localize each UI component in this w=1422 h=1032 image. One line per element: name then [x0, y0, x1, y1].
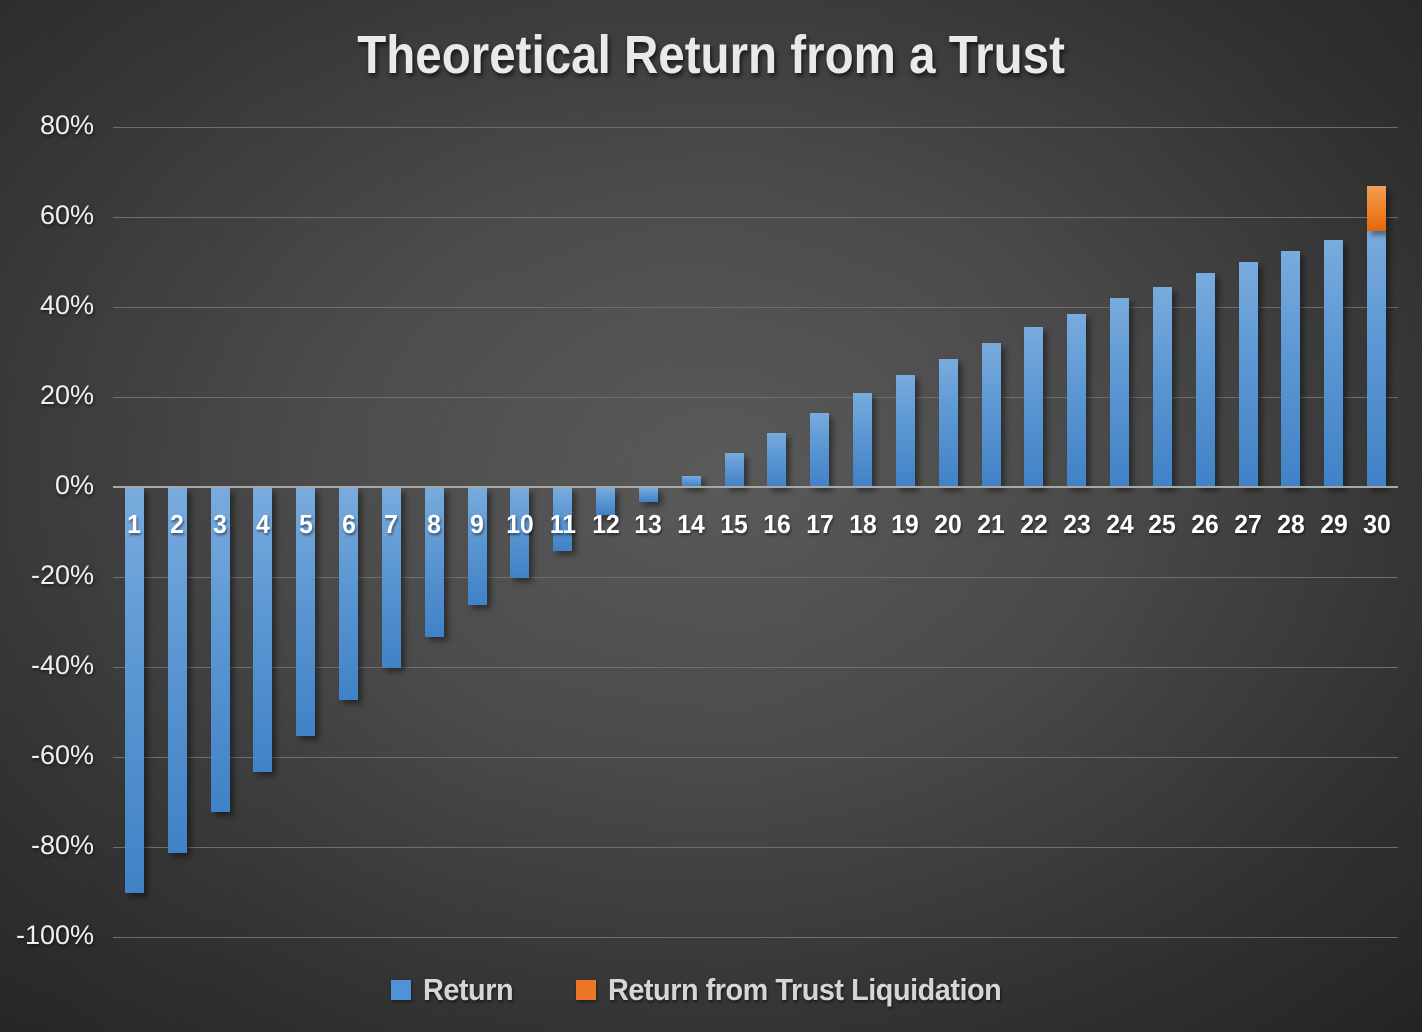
x-axis-label: 8 [427, 509, 442, 539]
y-axis-tick-label: 20% [39, 380, 94, 410]
bar-return[interactable] [1195, 273, 1215, 487]
bar-return[interactable] [167, 488, 187, 853]
x-axis-label: 9 [470, 509, 484, 539]
y-axis-tick-label: 0% [54, 470, 94, 500]
bar-return[interactable] [1152, 286, 1172, 487]
x-axis-label: 19 [891, 509, 920, 539]
gridline [113, 757, 1398, 758]
bar-return[interactable] [1110, 298, 1130, 487]
bar-return[interactable] [1024, 327, 1044, 487]
liquidation-legend-swatch-icon [575, 980, 596, 1000]
bar-return[interactable] [1324, 239, 1344, 487]
return-legend-swatch-icon [391, 980, 412, 1000]
bar-return[interactable] [981, 343, 1001, 487]
y-axis-tick-label: -100% [15, 920, 94, 950]
bar-return[interactable] [1367, 230, 1387, 487]
y-axis-tick-label: -40% [30, 650, 94, 680]
bar-return[interactable] [596, 488, 616, 515]
x-axis-label: 15 [720, 509, 748, 539]
bar-return[interactable] [1067, 313, 1087, 487]
x-axis-label: 22 [1020, 509, 1048, 539]
x-axis-label: 16 [763, 509, 791, 539]
bar-return[interactable] [1281, 250, 1301, 487]
x-axis-label: 5 [298, 509, 313, 539]
x-axis-label: 10 [506, 509, 534, 539]
bar-return[interactable] [724, 453, 744, 487]
bar-return[interactable] [339, 488, 359, 700]
gridline [113, 937, 1398, 938]
gridline [113, 127, 1398, 128]
x-axis-label: 3 [213, 509, 227, 539]
x-axis-label: 18 [848, 509, 877, 539]
gridline [113, 307, 1398, 308]
y-axis-tick-label: -20% [30, 560, 94, 590]
x-axis-label: 28 [1277, 509, 1305, 539]
x-axis-label: 27 [1234, 509, 1262, 539]
bar-return[interactable] [553, 488, 573, 551]
x-axis-label: 13 [634, 509, 663, 539]
gridline [113, 847, 1398, 848]
x-axis-label: 30 [1362, 509, 1391, 539]
bar-return[interactable] [381, 488, 401, 668]
bar-return[interactable] [638, 488, 658, 502]
bar-return[interactable] [296, 488, 316, 736]
x-axis-label: 17 [806, 509, 834, 539]
bar-return[interactable] [810, 412, 830, 487]
bar-return[interactable] [124, 488, 144, 893]
bar-return[interactable] [895, 374, 915, 487]
bar-return[interactable] [681, 475, 701, 487]
x-axis-label: 25 [1148, 509, 1177, 539]
bar-return[interactable] [510, 488, 530, 578]
gridline [113, 217, 1398, 218]
x-axis-label: 6 [341, 509, 356, 539]
chart-title: Theoretical Return from a Trust [357, 25, 1065, 85]
x-axis-label: 24 [1105, 509, 1134, 539]
bar-return[interactable] [253, 488, 273, 772]
bar-return[interactable] [424, 488, 444, 637]
legend-label-liquidation: Return from Trust Liquidation [607, 972, 1002, 1007]
x-axis-label: 4 [256, 509, 270, 539]
x-axis-label: 14 [677, 509, 705, 539]
bar-return[interactable] [853, 392, 873, 487]
y-axis-tick-label: 60% [39, 200, 94, 230]
bar-return[interactable] [767, 433, 787, 487]
bar-liquidation-segment[interactable] [1367, 185, 1387, 231]
x-axis-label: 12 [591, 509, 620, 539]
y-axis-tick-label: -60% [30, 740, 94, 770]
x-axis-label: 23 [1063, 509, 1091, 539]
y-axis-tick-label: 40% [39, 290, 94, 320]
chart-title-wrap: Theoretical Return from a Trust [0, 24, 1422, 86]
gridline [113, 577, 1398, 578]
x-axis-label: 7 [384, 509, 399, 539]
bar-return[interactable] [210, 488, 230, 812]
x-axis-label: 2 [170, 509, 185, 539]
y-axis-tick-label: 80% [39, 110, 94, 140]
gridline [113, 397, 1398, 398]
bar-return[interactable] [467, 488, 487, 605]
legend-label-return: Return [423, 972, 514, 1007]
gridline [113, 667, 1398, 668]
legend-item-return[interactable]: Return [391, 972, 520, 1008]
bar-return[interactable] [938, 358, 958, 487]
chart-legend: Return Return from Trust Liquidation [0, 972, 1422, 1008]
x-axis-label: 20 [934, 509, 962, 539]
x-axis-label: 11 [549, 509, 576, 539]
x-axis-label: 21 [977, 509, 1005, 539]
legend-item-liquidation[interactable]: Return from Trust Liquidation [575, 972, 1031, 1008]
x-axis-label: 26 [1191, 509, 1219, 539]
y-axis-tick-label: -80% [30, 830, 94, 860]
bar-return[interactable] [1238, 262, 1258, 487]
x-axis-label: 1 [127, 509, 142, 539]
x-axis-label: 29 [1320, 509, 1348, 539]
zero-axis-line [113, 486, 1398, 488]
